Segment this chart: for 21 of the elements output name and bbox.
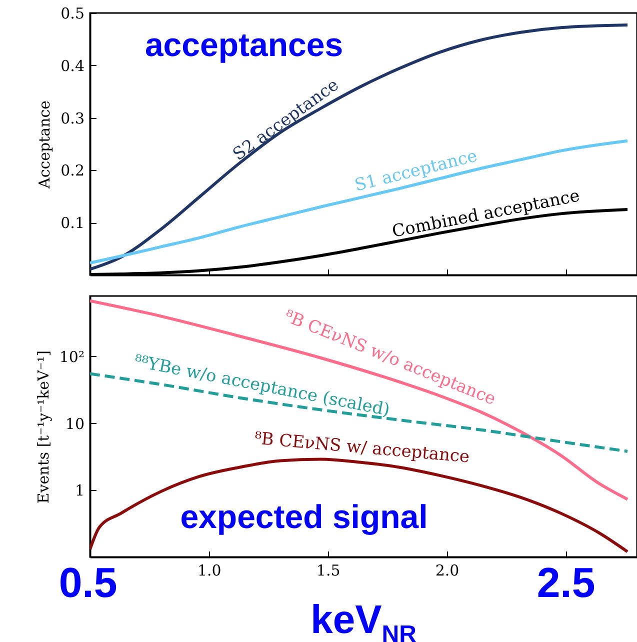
y-tick-label: 0.2: [60, 162, 84, 180]
annotation: expected signal: [180, 498, 428, 535]
y-tick-label: 0.5: [60, 4, 84, 22]
y-tick-label: 0.3: [60, 109, 84, 128]
annotation: acceptances: [144, 26, 344, 63]
y-tick-label: 0.1: [60, 214, 84, 232]
y-axis-title: Events [t⁻¹y⁻¹keV⁻¹]: [34, 350, 52, 504]
y-tick-label: 10²: [59, 348, 84, 366]
x-tick-label: 1.5: [316, 562, 340, 580]
line-series: [90, 24, 629, 271]
y-tick-label: 10: [65, 414, 84, 433]
x-tick-label: 1.0: [197, 562, 222, 580]
y-tick-label: 1: [74, 482, 84, 500]
text: Combined acceptance: [390, 186, 582, 242]
series-label: ⁸B CEνNS w/ acceptance: [254, 428, 470, 468]
x-axis-title: keV$_{NR}$: [310, 598, 416, 642]
line-series: [90, 299, 629, 501]
y-axis-title: Acceptance: [36, 100, 54, 190]
text: 2.5: [536, 559, 596, 606]
x-tick-label: 2.0: [435, 562, 460, 580]
y-tick-label: 0.4: [60, 56, 84, 75]
